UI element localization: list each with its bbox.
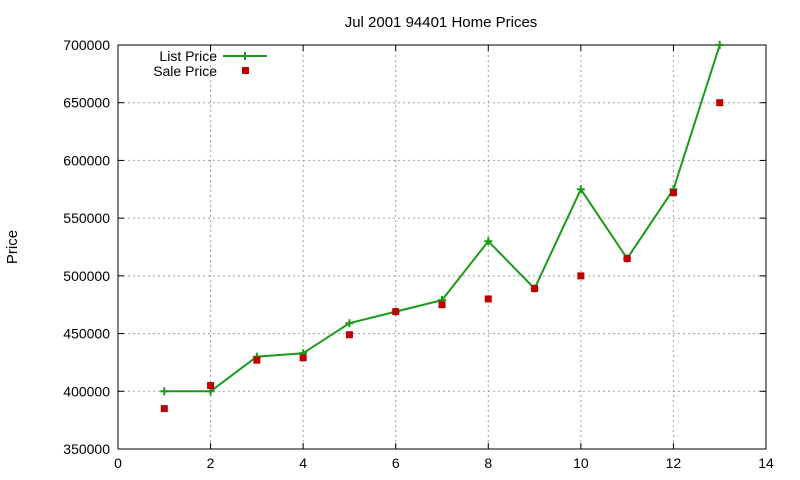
y-tick-label: 450000 xyxy=(63,326,110,342)
x-tick-label: 4 xyxy=(299,455,307,471)
legend-marker-sale-price xyxy=(242,67,249,74)
x-tick-label: 8 xyxy=(484,455,492,471)
y-tick-label: 500000 xyxy=(63,268,110,284)
data-point-sale-price xyxy=(577,272,585,280)
x-tick-label: 14 xyxy=(758,455,774,471)
x-tick-label: 6 xyxy=(392,455,400,471)
x-tick-label: 12 xyxy=(666,455,682,471)
data-point-list-price xyxy=(576,185,585,194)
data-point-sale-price xyxy=(669,189,677,197)
data-point-sale-price xyxy=(392,308,400,316)
data-point-list-price xyxy=(160,387,169,396)
y-tick-label: 700000 xyxy=(63,37,110,53)
legend-label-sale-price: Sale Price xyxy=(153,63,217,79)
y-tick-label: 600000 xyxy=(63,152,110,168)
data-point-sale-price xyxy=(623,255,631,263)
axis-ticks: 0 2 4 6 8 10 12 14 350000 400000 450000 500000 55000… xyxy=(63,37,774,471)
legend-plus-marker xyxy=(241,52,249,60)
series-line-list-price xyxy=(164,44,721,393)
x-tick-label: 0 xyxy=(114,455,122,471)
data-point-sale-price xyxy=(345,331,353,339)
data-point-list-price xyxy=(484,237,493,246)
legend-marker-list-price xyxy=(241,52,249,60)
data-point-list-price xyxy=(345,319,354,328)
legend: List Price Sale Price xyxy=(153,48,267,79)
data-point-sale-price xyxy=(207,382,215,390)
series-layer xyxy=(160,41,724,413)
legend-label-list-price: List Price xyxy=(159,48,217,64)
data-point-sale-price xyxy=(299,354,307,362)
data-point-list-price xyxy=(715,41,724,49)
data-point-sale-price xyxy=(531,285,539,293)
data-point-sale-price xyxy=(160,405,168,413)
y-tick-label: 350000 xyxy=(63,441,110,457)
y-tick-label: 550000 xyxy=(63,210,110,226)
grid xyxy=(118,45,766,449)
x-tick-label: 2 xyxy=(207,455,215,471)
x-tick-label: 10 xyxy=(573,455,589,471)
y-axis-label: Price xyxy=(4,230,21,264)
y-tick-label: 650000 xyxy=(63,95,110,111)
chart-title: Jul 2001 94401 Home Prices xyxy=(345,14,538,31)
data-point-sale-price xyxy=(716,99,724,107)
data-point-sale-price xyxy=(253,356,261,364)
plot-frame xyxy=(117,44,767,450)
y-tick-label: 400000 xyxy=(63,383,110,399)
data-point-sale-price xyxy=(438,301,446,309)
data-point-sale-price xyxy=(484,295,492,303)
